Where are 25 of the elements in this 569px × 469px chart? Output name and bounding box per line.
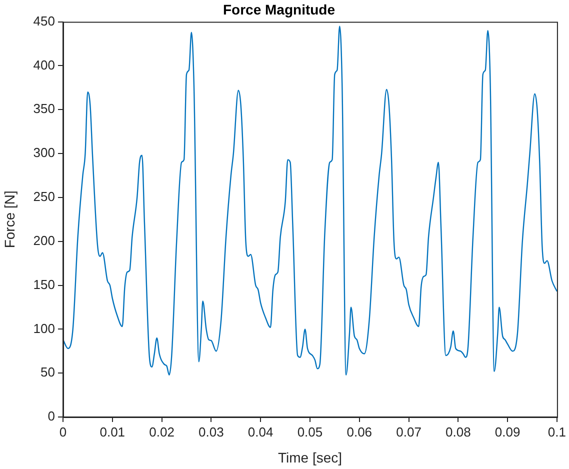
line-series [63, 26, 557, 376]
y-tick-label: 250 [33, 189, 55, 204]
y-tick-label: 350 [33, 101, 55, 116]
x-tick-label: 0 [59, 424, 67, 440]
y-tick-label: 400 [33, 57, 55, 72]
x-tick-label: 0.09 [494, 424, 520, 440]
x-tick-label: 0.05 [297, 424, 323, 440]
x-tick-label: 0.01 [100, 424, 126, 440]
x-tick-label: 0.04 [248, 424, 274, 440]
x-tick-label: 0.03 [198, 424, 224, 440]
y-tick-label: 200 [33, 232, 55, 248]
x-tick-label: 0.02 [149, 424, 174, 440]
x-tick-label: 0.07 [396, 424, 422, 440]
x-tick-label: 0.08 [446, 424, 471, 440]
chart-title: Force Magnitude [222, 1, 336, 18]
y-axis-title: Force [N] [1, 190, 18, 248]
x-tick-label: 0.06 [346, 424, 372, 440]
y-tick-label: 0 [48, 408, 55, 424]
y-tick-label: 100 [33, 320, 55, 336]
y-tick-label: 450 [33, 13, 55, 28]
y-tick-label: 50 [40, 364, 55, 380]
x-tick-label: 0.1 [548, 424, 566, 440]
x-axis-title: Time [sec] [278, 449, 342, 466]
y-tick-label: 150 [33, 276, 55, 292]
y-tick-label: 300 [33, 145, 55, 160]
